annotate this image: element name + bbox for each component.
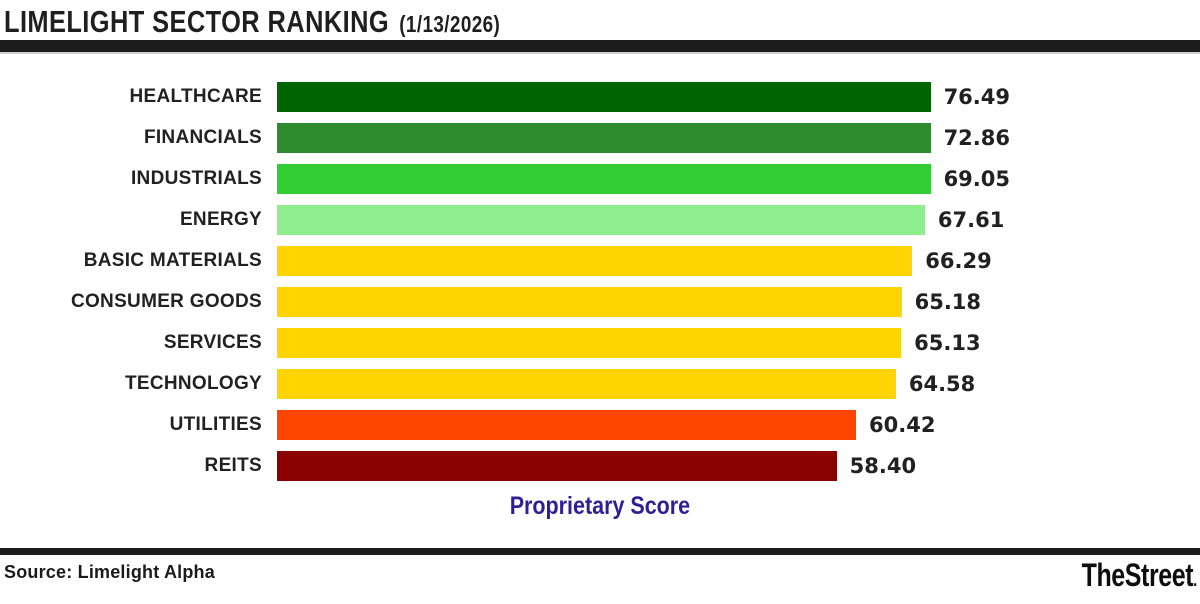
category-label: FINANCIALS	[143, 126, 262, 148]
bar-row: UTILITIES 60.42	[0, 404, 1200, 445]
bar	[277, 245, 913, 276]
bar-row: HEALTHCARE 76.49	[0, 76, 1200, 117]
bar-row: BASIC MATERIALS 66.29	[0, 240, 1200, 281]
bar	[277, 368, 896, 399]
category-label: BASIC MATERIALS	[83, 249, 262, 271]
value-label: 69.05	[943, 166, 1010, 191]
value-label: 65.13	[914, 330, 981, 355]
category-label: ENERGY	[179, 208, 262, 230]
category-label: CONSUMER GOODS	[70, 290, 262, 312]
thestreet-logo-dot: .	[1193, 570, 1197, 590]
bar-row: FINANCIALS 72.86	[0, 117, 1200, 158]
bar	[277, 122, 931, 153]
bar-track: 64.58	[277, 368, 1010, 399]
sector-ranking-bar-chart: HEALTHCARE 76.49 FINANCIALS 72.86 INDUSTRIAL…	[0, 54, 1200, 521]
bar-row: REITS 58.40	[0, 445, 1200, 486]
bar	[277, 286, 902, 317]
category-label: REITS	[204, 454, 262, 476]
bar	[277, 327, 902, 358]
bar	[277, 81, 931, 112]
bar-rows: HEALTHCARE 76.49 FINANCIALS 72.86 INDUSTRIAL…	[0, 76, 1200, 486]
x-axis-label-row: Proprietary Score	[0, 492, 1200, 521]
bar-row: ENERGY 67.61	[0, 199, 1200, 240]
category-label: INDUSTRIALS	[130, 167, 262, 189]
value-label: 58.40	[849, 453, 917, 478]
value-label: 72.86	[943, 125, 1010, 150]
top-divider-rule	[0, 40, 1200, 54]
thestreet-logo-text: TheStreet	[1081, 557, 1194, 593]
bar-row: CONSUMER GOODS 65.18	[0, 281, 1200, 322]
bar	[277, 204, 925, 235]
bar	[277, 409, 856, 440]
bar-track: 65.18	[277, 286, 1010, 317]
footer: Source: Limelight Alpha TheStreet.	[0, 555, 1200, 604]
chart-title: LIMELIGHT SECTOR RANKING	[4, 4, 390, 39]
bar-track: 58.40	[277, 450, 1010, 481]
bar-row: INDUSTRIALS 69.05	[0, 158, 1200, 199]
bar-track: 65.13	[277, 327, 1010, 358]
value-label: 65.18	[914, 289, 982, 314]
bar-track: 69.05	[277, 163, 1010, 194]
bar-track: 76.49	[277, 81, 1010, 112]
chart-title-group: LIMELIGHT SECTOR RANKING (1/13/2026)	[4, 4, 500, 40]
chart-title-date: (1/13/2026)	[399, 11, 501, 37]
bottom-divider-rule	[0, 548, 1200, 555]
value-label: 60.42	[869, 412, 936, 437]
thestreet-logo: TheStreet.	[1081, 555, 1197, 594]
bar-track: 72.86	[277, 122, 1010, 153]
value-label: 64.58	[908, 371, 976, 396]
bar-row: SERVICES 65.13	[0, 322, 1200, 363]
bar-track: 66.29	[277, 245, 1010, 276]
value-label: 66.29	[925, 248, 992, 273]
bar	[277, 450, 837, 481]
category-label: UTILITIES	[169, 413, 262, 435]
bar-track: 60.42	[277, 409, 1010, 440]
category-label: TECHNOLOGY	[124, 372, 262, 394]
value-label: 76.49	[943, 84, 1010, 109]
category-label: SERVICES	[163, 331, 262, 353]
bar-row: TECHNOLOGY 64.58	[0, 363, 1200, 404]
x-axis-label: Proprietary Score	[509, 492, 691, 520]
bar	[277, 163, 931, 194]
source-credit: Source: Limelight Alpha	[4, 562, 215, 582]
bar-track: 67.61	[277, 204, 1010, 235]
chart-title-row: LIMELIGHT SECTOR RANKING (1/13/2026)	[0, 0, 1200, 40]
value-label: 67.61	[937, 207, 1005, 232]
category-label: HEALTHCARE	[129, 85, 262, 107]
